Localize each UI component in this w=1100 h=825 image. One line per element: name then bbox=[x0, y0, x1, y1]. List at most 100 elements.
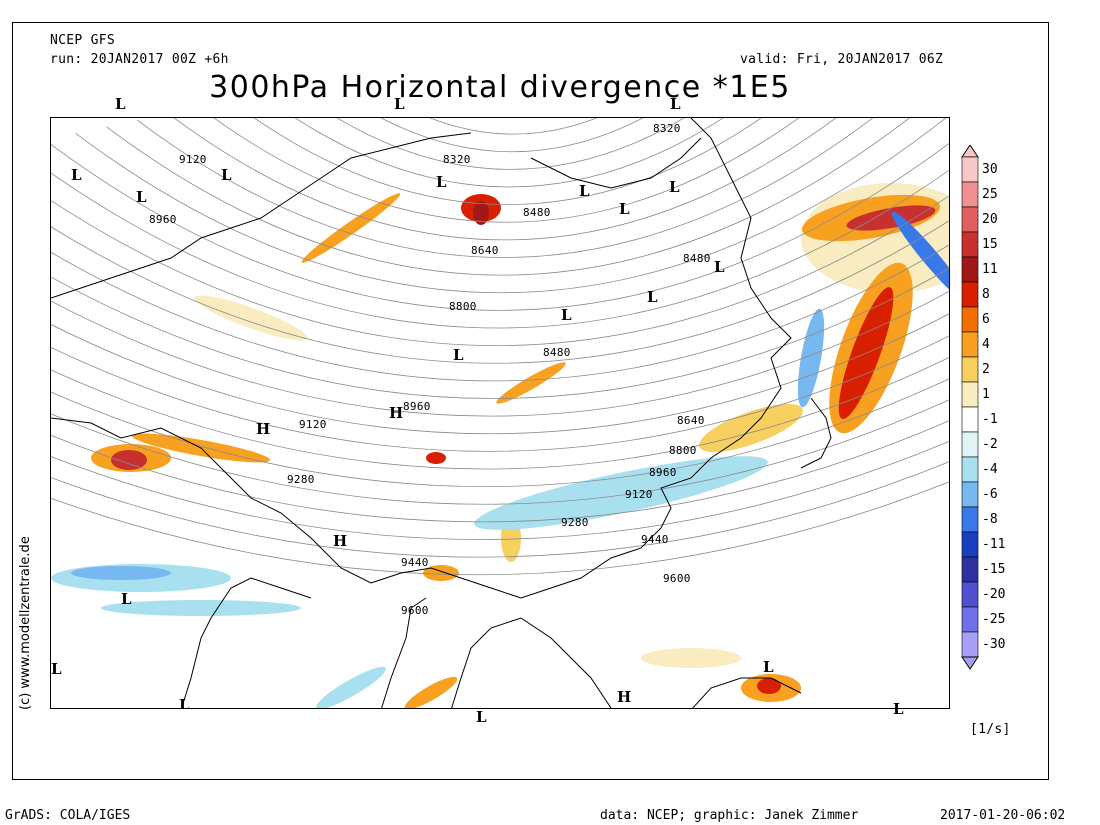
legend-label: 25 bbox=[982, 187, 998, 202]
contour-line bbox=[51, 220, 949, 364]
map-title: 300hPa Horizontal divergence *1E5 bbox=[209, 70, 791, 105]
height-label: 8960 bbox=[403, 400, 431, 413]
low-pressure-marker: L bbox=[579, 182, 590, 200]
height-label: 8480 bbox=[523, 206, 551, 219]
high-pressure-marker: H bbox=[256, 420, 271, 438]
legend-label: -30 bbox=[982, 637, 1005, 652]
contour-line bbox=[106, 118, 910, 276]
contour-line bbox=[294, 118, 724, 188]
high-pressure-marker: H bbox=[333, 532, 348, 550]
low-pressure-marker: L bbox=[115, 95, 126, 113]
contour-line bbox=[51, 335, 949, 452]
legend-label: -6 bbox=[982, 487, 998, 502]
low-pressure-marker: L bbox=[670, 95, 681, 113]
legend-label: -25 bbox=[982, 612, 1005, 627]
low-pressure-marker: L bbox=[71, 166, 82, 184]
contour-line bbox=[51, 440, 949, 540]
footer-timestamp: 2017-01-20-06:02 bbox=[940, 808, 1066, 823]
height-label: 9120 bbox=[179, 153, 207, 166]
contour-line bbox=[51, 420, 949, 523]
contour-line bbox=[173, 118, 837, 241]
height-label: 8800 bbox=[449, 300, 477, 313]
legend-swatch bbox=[961, 306, 979, 333]
contour-line bbox=[75, 118, 947, 294]
legend-arrow-bottom bbox=[961, 656, 979, 670]
height-label: 9600 bbox=[663, 572, 691, 585]
legend-label: -15 bbox=[982, 562, 1005, 577]
contour-line bbox=[51, 290, 949, 417]
model-label: NCEP GFS bbox=[50, 33, 116, 48]
valid-label: valid: Fri, 20JAN2017 06Z bbox=[740, 52, 944, 67]
low-pressure-marker: L bbox=[763, 658, 774, 676]
contour-line bbox=[51, 142, 949, 311]
height-label: 8640 bbox=[471, 244, 499, 257]
legend-label: 1 bbox=[982, 387, 990, 402]
legend-swatch bbox=[961, 531, 979, 558]
low-pressure-marker: L bbox=[221, 166, 232, 184]
contour-line bbox=[51, 481, 949, 576]
contour-line bbox=[51, 169, 949, 329]
height-label: 8480 bbox=[683, 252, 711, 265]
color-legend: 30 25 20 15 11 8 6 4 2 1 -1 -2 -4 -6 -8 -11 -15 -20 -25 -30 bbox=[960, 144, 1040, 675]
contour-line bbox=[213, 118, 800, 223]
low-pressure-marker: L bbox=[647, 288, 658, 306]
legend-swatch bbox=[961, 256, 979, 283]
footer-grads: GrADS: COLA/IGES bbox=[5, 808, 131, 823]
legend-label: 20 bbox=[982, 212, 998, 227]
legend-swatch bbox=[961, 331, 979, 358]
contour-line bbox=[51, 461, 949, 558]
legend-swatch bbox=[961, 356, 979, 383]
legend-swatch bbox=[961, 431, 979, 458]
low-pressure-marker: L bbox=[561, 306, 572, 324]
legend-label: 15 bbox=[982, 237, 998, 252]
legend-label: 11 bbox=[982, 262, 998, 277]
legend-swatch bbox=[961, 631, 979, 658]
contour-line bbox=[51, 399, 949, 505]
contour-line bbox=[429, 118, 598, 135]
contour-line bbox=[51, 267, 949, 399]
contour-line bbox=[51, 378, 949, 488]
low-pressure-marker: L bbox=[476, 708, 487, 726]
height-label: 9120 bbox=[625, 488, 653, 501]
map-canvas bbox=[51, 118, 949, 708]
low-pressure-marker: L bbox=[619, 200, 630, 218]
height-label: 9120 bbox=[299, 418, 327, 431]
height-label: 8960 bbox=[649, 466, 677, 479]
legend-label: -11 bbox=[982, 537, 1005, 552]
legend-swatch bbox=[961, 506, 979, 533]
legend-unit: [1/s] bbox=[970, 722, 1011, 737]
legend-canvas: 30 25 20 15 11 8 6 4 2 1 -1 -2 -4 -6 -8 -11 -15 -20 -25 -30 bbox=[961, 144, 1005, 670]
legend-swatch bbox=[961, 606, 979, 633]
legend-swatch bbox=[961, 156, 979, 183]
height-contours bbox=[51, 118, 949, 576]
contour-line bbox=[336, 118, 685, 170]
height-label: 8320 bbox=[443, 153, 471, 166]
legend-arrow-top bbox=[961, 144, 979, 158]
legend-label: 6 bbox=[982, 312, 990, 327]
plot-frame bbox=[12, 22, 1049, 780]
low-pressure-marker: L bbox=[51, 660, 62, 678]
legend-swatch bbox=[961, 481, 979, 508]
low-pressure-marker: L bbox=[893, 700, 904, 718]
high-pressure-marker: H bbox=[617, 688, 632, 706]
contour-line bbox=[51, 356, 949, 470]
legend-label: -8 bbox=[982, 512, 998, 527]
legend-label: -4 bbox=[982, 462, 998, 477]
legend-label: 4 bbox=[982, 337, 990, 352]
height-label: 9440 bbox=[401, 556, 429, 569]
legend-swatch bbox=[961, 231, 979, 258]
legend-swatch bbox=[961, 456, 979, 483]
legend-label: 30 bbox=[982, 162, 998, 177]
legend-swatch bbox=[961, 581, 979, 608]
legend-swatch bbox=[961, 381, 979, 408]
legend-swatch bbox=[961, 181, 979, 208]
legend-label: -20 bbox=[982, 587, 1005, 602]
legend-swatch bbox=[961, 406, 979, 433]
height-label: 8640 bbox=[677, 414, 705, 427]
low-pressure-marker: L bbox=[436, 173, 447, 191]
low-pressure-marker: L bbox=[136, 188, 147, 206]
run-label: run: 20JAN2017 00Z +6h bbox=[50, 52, 229, 67]
legend-swatch bbox=[961, 556, 979, 583]
height-label: 9600 bbox=[401, 604, 429, 617]
low-pressure-marker: L bbox=[179, 696, 190, 709]
